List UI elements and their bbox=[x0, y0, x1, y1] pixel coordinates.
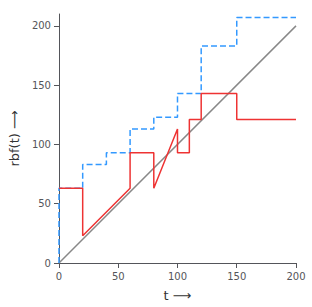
svg-text:50: 50 bbox=[112, 271, 125, 282]
svg-text:rbf(t) ⟶: rbf(t) ⟶ bbox=[7, 110, 22, 166]
svg-text:0: 0 bbox=[45, 258, 51, 269]
svg-text:0: 0 bbox=[56, 271, 62, 282]
svg-text:200: 200 bbox=[286, 271, 305, 282]
svg-text:100: 100 bbox=[168, 271, 187, 282]
svg-text:150: 150 bbox=[32, 80, 51, 91]
svg-text:100: 100 bbox=[32, 139, 51, 150]
svg-text:50: 50 bbox=[38, 198, 51, 209]
svg-text:200: 200 bbox=[32, 20, 51, 31]
svg-text:t ⟶: t ⟶ bbox=[164, 288, 192, 303]
svg-text:150: 150 bbox=[227, 271, 246, 282]
